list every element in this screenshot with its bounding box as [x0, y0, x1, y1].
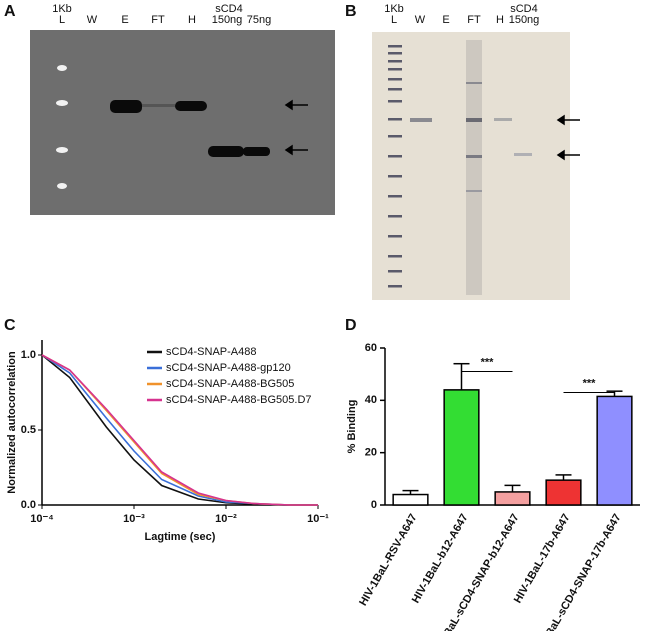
- x-tick-label: HIV-1BaL-sCD4-SNAP-17b-A647: [530, 512, 624, 631]
- lane-label: FT: [467, 14, 481, 26]
- x-axis-label: Lagtime (sec): [145, 531, 216, 543]
- lane-label: H: [188, 14, 196, 26]
- lane-label: L: [391, 14, 397, 26]
- x-tick-label: 10⁻⁴: [30, 513, 53, 525]
- y-tick-label: 60: [365, 342, 377, 354]
- band: [410, 40, 532, 295]
- lane-label: E: [442, 14, 449, 26]
- ladder-band: [388, 255, 402, 258]
- lane-label: 1Kb: [52, 3, 72, 15]
- x-tick-label: HIV-1BaL-sCD4-SNAP-b12-A647: [428, 512, 522, 631]
- y-tick-label: 20: [365, 447, 377, 459]
- y-tick-label: 1.0: [21, 349, 36, 361]
- ladder-band: [388, 270, 402, 273]
- ladder-band: [388, 88, 402, 91]
- lane-label: E: [121, 14, 128, 26]
- band: [110, 100, 270, 157]
- legend-label: sCD4-SNAP-A488: [166, 346, 256, 358]
- y-tick-label: 0: [371, 499, 377, 511]
- ladder-band: [388, 175, 402, 178]
- x-tick-label: HIV-1BaL-17b-A647: [512, 512, 573, 605]
- bar: [443, 389, 480, 506]
- fit-curve: [41, 354, 318, 506]
- ladder-band: [388, 285, 402, 288]
- ladder-band: [388, 60, 402, 63]
- arrow: [556, 114, 580, 161]
- ladder-band: [388, 78, 402, 81]
- x-tick-label: 10⁻²: [215, 513, 237, 525]
- bar: [596, 395, 633, 506]
- significance-label: ***: [583, 377, 597, 389]
- lane-label: 75ng: [247, 14, 271, 26]
- ladder: [56, 65, 68, 189]
- ladder-band: [388, 235, 402, 238]
- legend-label: sCD4-SNAP-A488-BG505: [166, 378, 294, 390]
- lane-label: W: [415, 14, 426, 26]
- panel-label: B: [345, 3, 357, 20]
- lane-label: 150ng: [212, 14, 243, 26]
- x-tick-label: 10⁻³: [123, 513, 145, 525]
- legend-label: sCD4-SNAP-A488-gp120: [166, 362, 291, 374]
- lane-label: 150ng: [509, 14, 540, 26]
- x-tick-label: HIV-1BaL-RSV-A647: [357, 512, 419, 608]
- lane-label: H: [496, 14, 504, 26]
- panel-label: D: [345, 317, 357, 334]
- panel-label: C: [4, 317, 16, 334]
- ladder-band: [388, 68, 402, 71]
- ladder-band: [388, 45, 402, 48]
- ladder: [388, 45, 402, 288]
- lane-label: sCD4: [510, 3, 538, 15]
- ladder-band: [388, 135, 402, 138]
- lane-label: FT: [151, 14, 165, 26]
- ladder-band: [388, 195, 402, 198]
- panel-label: A: [4, 3, 16, 20]
- y-axis-label: Normalized autocorrelation: [6, 351, 18, 494]
- legend-label: sCD4-SNAP-A488-BG505.D7: [166, 394, 312, 406]
- ladder-band: [388, 215, 402, 218]
- ladder-band: [388, 155, 402, 158]
- ladder-band: [388, 100, 402, 103]
- gel: [30, 30, 335, 215]
- significance-label: ***: [481, 356, 495, 368]
- arrow: [284, 99, 308, 156]
- y-axis-label: % Binding: [346, 400, 358, 454]
- x-tick-label: HIV-1BaL-b12-A647: [410, 512, 471, 605]
- bar: [392, 493, 429, 506]
- y-tick-label: 40: [365, 394, 377, 406]
- y-tick-label: 0.5: [21, 424, 36, 436]
- x-tick-label: 10⁻¹: [307, 513, 329, 525]
- lane-label: 1Kb: [384, 3, 404, 15]
- ladder-band: [388, 118, 402, 121]
- lane-label: sCD4: [215, 3, 243, 15]
- bar: [545, 479, 582, 506]
- lane-label: W: [87, 14, 98, 26]
- lane-label: L: [59, 14, 65, 26]
- y-tick-label: 0.0: [21, 499, 36, 511]
- bar: [494, 491, 531, 506]
- ladder-band: [388, 52, 402, 55]
